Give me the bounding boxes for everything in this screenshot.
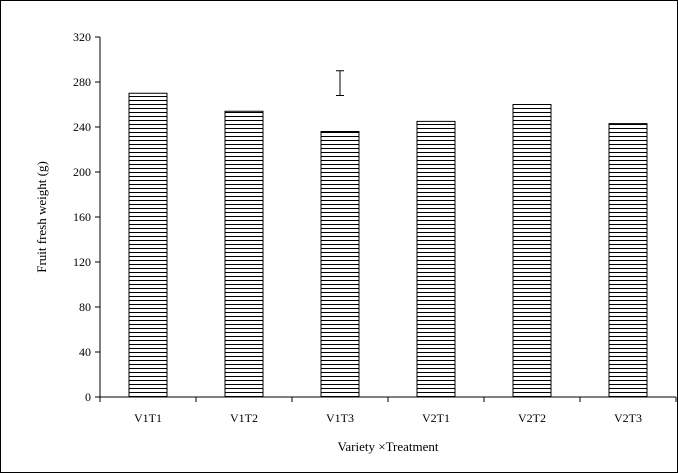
y-tick-label: 280	[73, 75, 91, 89]
bar-V1T1	[128, 92, 168, 398]
bar-V1T3	[320, 131, 360, 398]
bar-V1T2	[224, 110, 264, 398]
y-tick-label: 160	[73, 210, 91, 224]
x-tick-label: V2T1	[422, 411, 450, 425]
y-tick-label: 200	[73, 165, 91, 179]
x-tick-label: V1T2	[230, 411, 258, 425]
y-tick-label: 320	[73, 30, 91, 44]
y-tick-label: 80	[79, 300, 91, 314]
y-tick-label: 40	[79, 345, 91, 359]
bar-V2T3	[608, 123, 648, 398]
x-axis-title: Variety ×Treatment	[337, 439, 438, 454]
x-tick-label: V2T2	[518, 411, 546, 425]
y-axis: 0 40 80 120 160 200 240 280 320	[73, 30, 101, 404]
y-tick-label: 120	[73, 255, 91, 269]
x-tick-label: V1T1	[134, 411, 162, 425]
x-tick-label: V2T3	[614, 411, 642, 425]
error-bar	[336, 70, 344, 96]
y-tick-label: 240	[73, 120, 91, 134]
bar-V2T1	[416, 120, 456, 398]
y-tick-label: 0	[85, 390, 91, 404]
y-axis-title: Fruit fresh weight (g)	[34, 161, 49, 273]
bars	[128, 92, 648, 398]
x-axis: V1T1 V1T2 V1T3 V2T1 V2T2 V2T3	[99, 396, 677, 425]
x-tick-label: V1T3	[326, 411, 354, 425]
bar-V2T2	[512, 104, 552, 398]
